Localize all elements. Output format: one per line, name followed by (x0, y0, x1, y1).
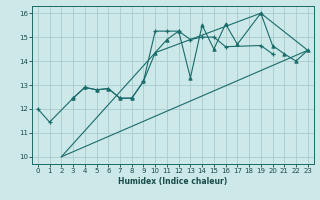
X-axis label: Humidex (Indice chaleur): Humidex (Indice chaleur) (118, 177, 228, 186)
